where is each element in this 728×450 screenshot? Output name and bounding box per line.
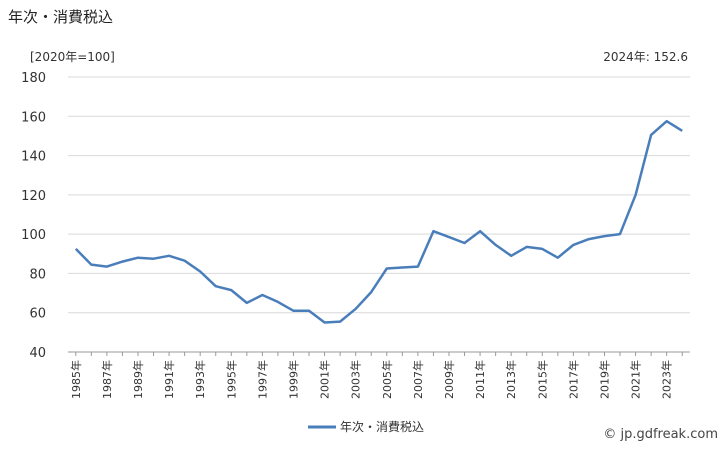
y-axis-unit-label: [2020年=100] <box>30 50 115 64</box>
x-tick-label: 2019年 <box>597 360 611 399</box>
x-tick-label: 2001年 <box>318 360 332 399</box>
y-tick-label: 120 <box>21 189 46 204</box>
y-tick-label: 100 <box>21 228 46 243</box>
grid-lines <box>68 76 690 353</box>
x-tick-label: 2009年 <box>442 360 456 399</box>
x-axis: 1985年 1987年 1989年 1991年 1993年 1995年 1997年 1999年… <box>69 352 683 399</box>
y-tick-label: 80 <box>29 267 46 282</box>
legend: 年次・消費税込 <box>308 419 424 434</box>
latest-value-annotation: 2024年: 152.6 <box>603 50 688 64</box>
y-tick-label: 180 <box>21 71 46 86</box>
y-tick-label: 60 <box>29 307 46 322</box>
x-tick-label: 1997年 <box>255 360 269 399</box>
x-tick-label: 2017年 <box>566 360 580 399</box>
x-tick-label: 1985年 <box>69 360 83 399</box>
chart-title: 年次・消費税込 <box>8 8 114 26</box>
x-tick-label: 1989年 <box>131 360 145 399</box>
x-tick-label: 1995年 <box>224 360 238 399</box>
x-tick-label: 1993年 <box>193 360 207 399</box>
x-tick-label: 2003年 <box>349 360 363 399</box>
source-credit: © jp.gdfreak.com <box>603 427 718 442</box>
x-tick-label: 2015年 <box>535 360 549 399</box>
x-tick-label: 2007年 <box>411 360 425 399</box>
x-tick-label: 2023年 <box>660 360 674 399</box>
series-group <box>74 119 683 324</box>
y-tick-label: 160 <box>21 110 46 125</box>
x-tick-label: 1987年 <box>100 360 114 399</box>
x-tick-label: 2011年 <box>473 360 487 399</box>
x-tick-label: 2013年 <box>504 360 518 399</box>
series-line <box>74 119 683 324</box>
y-tick-label: 140 <box>21 150 46 165</box>
x-tick-label: 1999年 <box>286 360 300 399</box>
x-tick-label: 2021年 <box>629 360 643 399</box>
y-tick-label: 40 <box>29 346 46 361</box>
y-tick-labels: 40 60 80 100 120 140 160 180 <box>21 71 46 361</box>
x-tick-label: 2005年 <box>380 360 394 399</box>
legend-label: 年次・消費税込 <box>340 419 424 434</box>
x-tick-label: 1991年 <box>162 360 176 399</box>
